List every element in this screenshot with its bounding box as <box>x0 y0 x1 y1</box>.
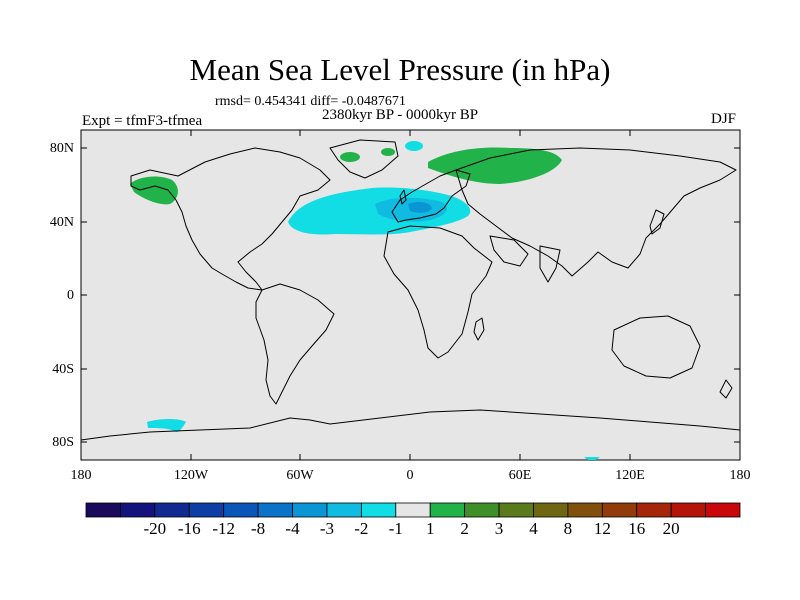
colorbar <box>85 502 741 518</box>
colorbar-label: -2 <box>354 519 369 538</box>
coastline-asia <box>455 147 737 277</box>
colorbar-box <box>85 502 121 518</box>
coastline-japan <box>649 209 665 235</box>
lon-label-60e: 60E <box>508 468 532 483</box>
colorbar-box <box>257 502 293 518</box>
lat-label-40s: 40S <box>52 362 74 377</box>
negative-anomaly-greenland-sea <box>405 141 423 151</box>
lon-label-60w: 60W <box>286 468 314 483</box>
colorbar-box <box>223 502 259 518</box>
colorbar-label: -16 <box>177 519 201 538</box>
colorbar-box <box>533 502 569 518</box>
colorbar-box <box>292 502 328 518</box>
colorbar-box <box>601 502 638 518</box>
lat-label-40n: 40N <box>49 215 74 230</box>
coastline-madagascar <box>473 317 485 341</box>
colorbar-label: 3 <box>494 519 504 538</box>
colorbar-label: -4 <box>285 519 300 538</box>
colorbar-box <box>429 502 466 518</box>
coastline-south-america <box>255 283 335 405</box>
negative-anomaly-antarctic <box>147 419 186 432</box>
colorbar-box <box>670 502 706 518</box>
colorbar-label: 1 <box>425 519 435 538</box>
colorbar-label: -8 <box>251 519 266 538</box>
colorbar-label: 4 <box>529 519 538 538</box>
colorbar-label: 16 <box>628 519 646 538</box>
coastline-australia <box>611 315 701 379</box>
positive-anomaly-siberia <box>428 147 562 184</box>
period-subtitle: 2380kyr BP - 0000kyr BP <box>322 107 479 123</box>
colorbar-box <box>360 502 397 518</box>
colorbar-label: -1 <box>388 519 403 538</box>
colorbar-box <box>498 502 534 518</box>
positive-anomaly-arctic-2 <box>381 148 395 156</box>
colorbar-label: -20 <box>143 519 167 538</box>
coastline-antarctica <box>80 409 741 441</box>
negative-anomaly-center <box>408 201 432 213</box>
lat-label-80n: 80N <box>49 141 74 156</box>
lat-label-0: 0 <box>67 288 74 303</box>
coastline-north-america <box>130 147 331 291</box>
lat-label-80s: 80S <box>52 435 74 450</box>
colorbar-label: 8 <box>563 519 573 538</box>
colorbar-box <box>395 502 431 518</box>
colorbar-label: -12 <box>212 519 235 538</box>
coastline-india <box>539 245 561 283</box>
positive-anomaly-alaska <box>130 176 178 205</box>
colorbar-box <box>326 502 362 518</box>
colorbar-box <box>705 502 741 518</box>
experiment-label: Expt = tfmF3-tfmea <box>82 113 203 129</box>
colorbar-box <box>188 502 225 518</box>
lon-label-180w: 180 <box>70 468 92 483</box>
colorbar-box <box>567 502 603 518</box>
negative-anomaly-south <box>584 457 600 460</box>
stats-subtitle: rmsd= 0.454341 diff= -0.0487671 <box>215 94 406 109</box>
colorbar-box <box>636 502 672 518</box>
colorbar-box <box>154 502 190 518</box>
colorbar-label: 12 <box>593 519 611 538</box>
colorbar-label: -3 <box>319 519 335 538</box>
coastline-africa <box>383 225 493 359</box>
positive-anomaly-arctic <box>340 152 360 162</box>
map-ticks <box>81 130 740 460</box>
season-label: DJF <box>711 111 737 127</box>
anomaly-fields <box>130 141 600 460</box>
coastline-greenland <box>329 139 399 179</box>
coastline-new-zealand <box>719 379 733 399</box>
colorbar-label: 20 <box>662 519 680 538</box>
coastline-arabia <box>489 235 529 267</box>
colorbar-box <box>120 502 156 518</box>
coastline-europe <box>391 169 471 223</box>
lon-label-120w: 120W <box>173 468 209 483</box>
lon-label-180e: 180 <box>729 468 751 483</box>
map-title: Mean Sea Level Pressure (in hPa) <box>189 52 611 87</box>
coastline-uk <box>399 189 407 205</box>
lon-label-0: 0 <box>406 468 414 483</box>
lon-label-120e: 120E <box>615 468 645 483</box>
colorbar-label: 2 <box>460 519 469 538</box>
colorbar-box <box>464 502 500 518</box>
coastlines <box>80 139 741 441</box>
